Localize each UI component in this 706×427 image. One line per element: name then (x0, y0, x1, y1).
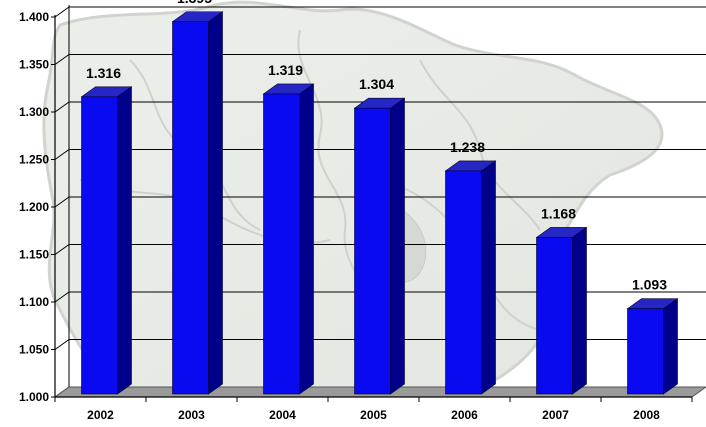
bar-side (299, 83, 314, 395)
bar-side (572, 226, 587, 395)
x-tick-label: 2007 (542, 408, 569, 422)
x-tick-label: 2002 (87, 408, 114, 422)
axes (54, 5, 692, 398)
x-tick-label: 2006 (451, 408, 478, 422)
bar-side (390, 97, 405, 395)
bar-side (481, 160, 496, 395)
data-label: 1.316 (86, 65, 121, 81)
data-label: 1.319 (268, 62, 303, 78)
bar-side (208, 11, 223, 395)
bar-2006 (444, 160, 497, 395)
bar-side (117, 86, 132, 395)
x-tick-label: 2004 (269, 408, 296, 422)
y-tick-label: 1.300 (19, 105, 49, 119)
data-label: 1.093 (632, 277, 667, 293)
bar-front (627, 308, 664, 395)
bar-front (81, 96, 118, 395)
bar-front (445, 170, 482, 395)
gridline-depth (54, 339, 70, 350)
y-tick-label: 1.200 (19, 200, 49, 214)
gridline-depth (54, 196, 70, 208)
bar-2002 (80, 86, 133, 395)
y-tick-label: 1.050 (19, 343, 49, 357)
gridline-depth (54, 291, 70, 303)
bar-side (663, 298, 678, 395)
data-label: 1.168 (541, 205, 576, 221)
gridline-depth (54, 54, 70, 65)
bars (80, 11, 679, 395)
data-labels: 1.316 1.395 1.319 1.304 1.238 1.168 1.093 (86, 0, 667, 293)
y-tick-label: 1.000 (19, 390, 49, 404)
data-label: 1.304 (359, 76, 394, 92)
bar-front (263, 93, 300, 395)
bar-2003 (171, 11, 224, 395)
x-axis-ticks: 2002 2003 2004 2005 2006 2007 2008 (54, 397, 693, 422)
y-tick-label: 1.250 (19, 153, 49, 167)
y-tick-label: 1.100 (19, 295, 49, 309)
bar-2005 (353, 97, 406, 395)
bar-front (172, 21, 209, 395)
bar-2007 (535, 226, 588, 395)
data-label: 1.238 (450, 139, 485, 155)
data-label: 1.395 (177, 0, 212, 6)
gridline-depth (54, 244, 70, 255)
bar-2004 (262, 83, 315, 395)
x-tick-label: 2003 (178, 408, 205, 422)
x-tick-label: 2005 (360, 408, 387, 422)
y-tick-label: 1.150 (19, 248, 49, 262)
y-tick-label: 1.400 (19, 10, 49, 24)
y-axis-ticks: 1.000 1.050 1.100 1.150 1.200 1.250 1.300 1.350… (19, 10, 55, 404)
bar-front (536, 237, 573, 395)
gridline-depth (54, 149, 70, 160)
gridline-depth (54, 6, 70, 18)
gridline-depth (54, 101, 70, 113)
bar-2008 (626, 298, 679, 395)
bar-front (354, 107, 391, 395)
y-tick-label: 1.350 (19, 58, 49, 72)
x-tick-label: 2008 (633, 408, 660, 422)
